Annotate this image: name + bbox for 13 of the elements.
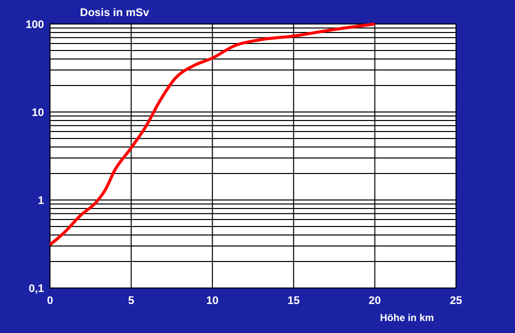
x-tick-label: 15 [287, 295, 300, 307]
x-tick-label: 20 [368, 295, 381, 307]
y-tick-label: 100 [26, 18, 44, 31]
y-tick-label: 1 [38, 194, 44, 207]
x-tick-label: 0 [46, 295, 54, 307]
line-series [48, 22, 376, 246]
y-tick-label: 10 [32, 106, 44, 119]
y-axis-title: Dosis in mSv [80, 7, 150, 19]
y-tick-label: 0,1 [28, 282, 44, 295]
x-tick-label: 10 [206, 295, 219, 307]
x-tick-label: 25 [450, 295, 462, 307]
x-tick-label: 5 [128, 295, 134, 307]
x-axis-title: Höhe in km [380, 313, 434, 324]
